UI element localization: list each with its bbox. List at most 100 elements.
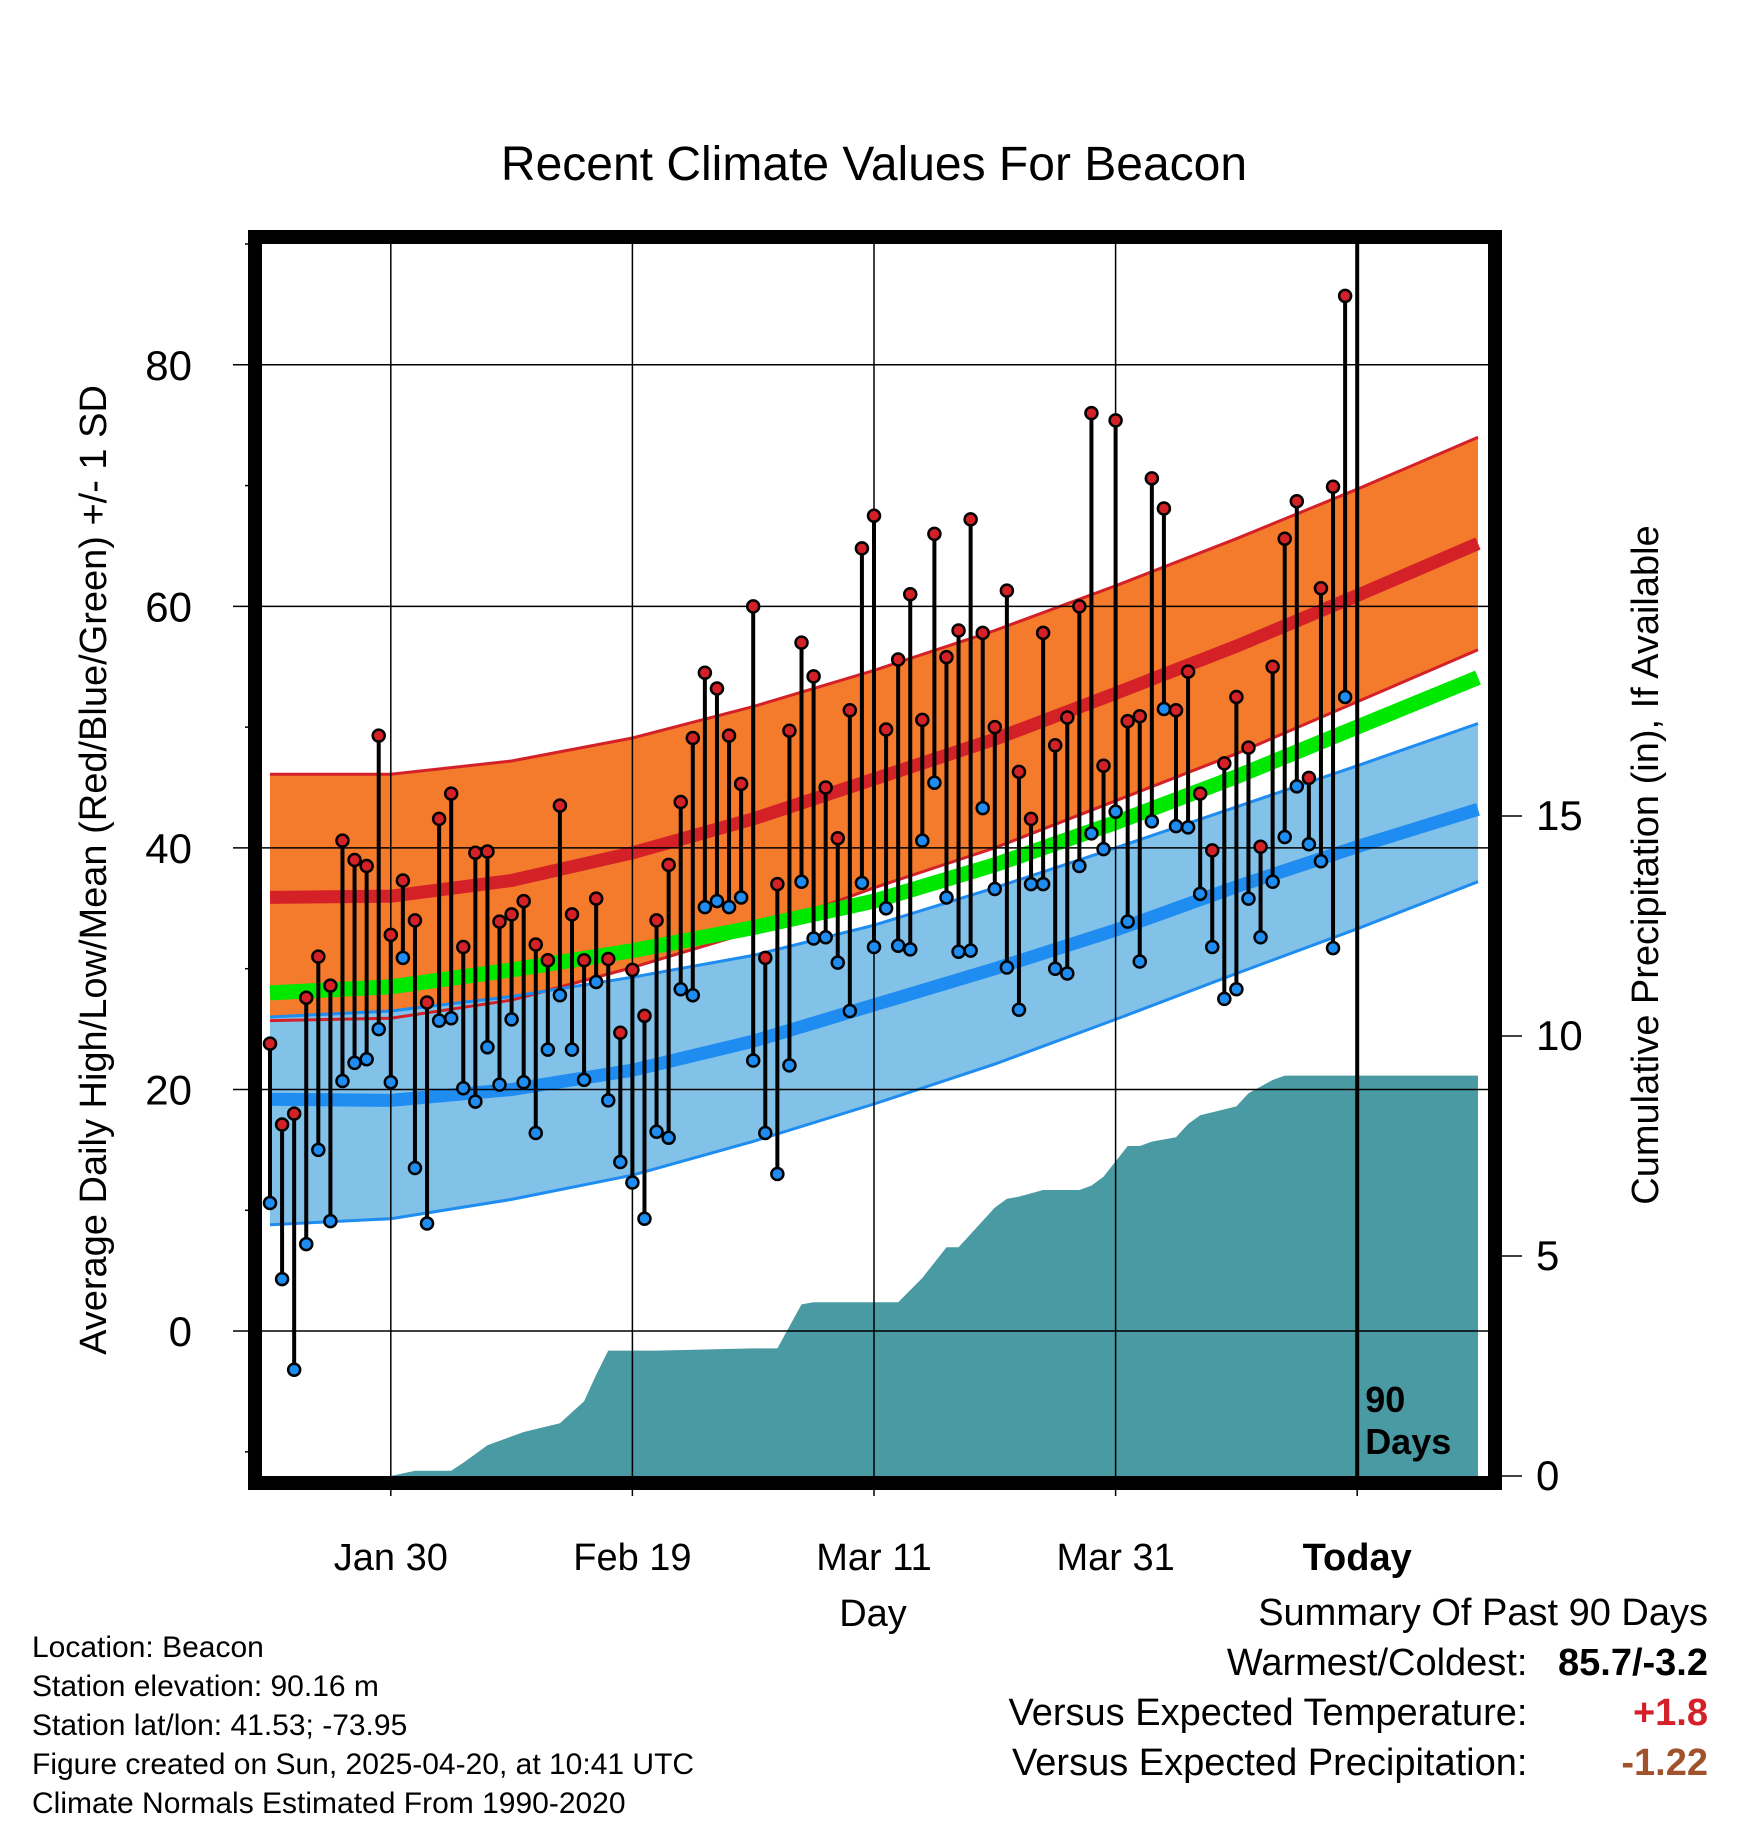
daily-high-point xyxy=(733,776,749,792)
daily-high-point xyxy=(480,844,495,859)
plot-inner: 90 Days xyxy=(262,244,1488,1476)
chart-title: Recent Climate Values For Beacon xyxy=(501,138,1247,191)
daily-high-point xyxy=(975,625,990,641)
precipitation-area xyxy=(390,1075,1478,1476)
daily-high-point xyxy=(963,512,978,527)
daily-low-point xyxy=(673,981,688,997)
daily-high-point xyxy=(830,831,846,846)
daily-low-point xyxy=(1132,954,1148,969)
daily-low-point xyxy=(371,1021,386,1037)
daily-low-point xyxy=(806,931,821,946)
daily-high-point xyxy=(1047,738,1063,753)
daily-high-point xyxy=(842,702,858,718)
daily-low-point xyxy=(1011,1002,1027,1018)
daily-low-point xyxy=(721,899,737,915)
daily-low-point xyxy=(939,890,954,905)
daily-low-point xyxy=(359,1052,374,1067)
y2-tick-label: 15 xyxy=(1536,792,1583,839)
y-tick-label: 0 xyxy=(169,1308,192,1355)
y2-tick-label: 0 xyxy=(1536,1452,1559,1499)
daily-low-point xyxy=(262,1195,278,1211)
daily-high-point xyxy=(516,893,531,909)
daily-high-point xyxy=(794,635,809,650)
daily-low-point xyxy=(1144,814,1160,829)
daily-high-point xyxy=(552,798,568,813)
y2-tick-label: 10 xyxy=(1536,1012,1583,1059)
daily-low-point xyxy=(878,901,894,916)
daily-high-point xyxy=(927,526,942,542)
x-axis-label: Day xyxy=(839,1593,907,1635)
daily-low-point xyxy=(915,833,930,848)
daily-high-point xyxy=(492,914,507,929)
daily-low-point xyxy=(625,1175,640,1190)
daily-low-point xyxy=(1072,858,1087,874)
daily-high-point xyxy=(987,719,1003,735)
daily-low-point xyxy=(468,1094,483,1109)
daily-high-point xyxy=(298,990,314,1005)
daily-high-point xyxy=(1192,786,1208,801)
daily-low-point xyxy=(794,874,809,889)
daily-low-point xyxy=(987,881,1003,897)
daily-high-point xyxy=(915,712,930,728)
daily-high-point xyxy=(649,913,664,928)
daily-high-point xyxy=(1289,494,1305,509)
daily-low-point xyxy=(661,1130,676,1146)
daily-low-point xyxy=(975,800,990,816)
precipitation-value: -1.22 xyxy=(1621,1742,1708,1784)
daily-high-point xyxy=(311,949,326,964)
daily-low-point xyxy=(963,943,978,958)
daily-high-point xyxy=(697,665,713,681)
daily-low-point xyxy=(347,1055,362,1071)
daily-high-point xyxy=(1241,740,1256,755)
daily-low-point xyxy=(890,938,906,954)
y2-axis-label: Cumulative Precipitation (in), If Availa… xyxy=(1625,525,1667,1204)
daily-high-point xyxy=(637,1008,652,1024)
daily-high-point xyxy=(902,587,918,602)
daily-high-point xyxy=(721,728,737,743)
daily-low-point xyxy=(600,1093,616,1108)
daily-high-point xyxy=(866,508,882,524)
temperature-label: Versus Expected Temperature: xyxy=(1008,1692,1528,1734)
daily-low-point xyxy=(274,1271,290,1287)
daily-high-point xyxy=(951,623,966,638)
summary-warmest-coldest: Warmest/Coldest: 85.7/-3.2 xyxy=(1009,1638,1708,1688)
daily-high-point xyxy=(818,780,833,795)
x-tick-label: Jan 30 xyxy=(334,1537,448,1579)
daily-high-point xyxy=(323,978,338,993)
daily-high-point xyxy=(383,927,399,943)
daily-low-point xyxy=(286,1362,302,1377)
info-latlon: Station lat/lon: 41.53; -73.95 xyxy=(32,1709,408,1742)
daily-high-point xyxy=(1253,839,1268,854)
daily-high-point xyxy=(878,722,894,737)
daily-high-point xyxy=(758,950,773,966)
daily-high-point xyxy=(1229,689,1244,705)
x-tick-label: Mar 11 xyxy=(816,1537,931,1579)
daily-high-point xyxy=(673,794,688,810)
daily-high-point xyxy=(1180,664,1196,679)
days-label-word: Days xyxy=(1365,1421,1451,1462)
daily-high-point xyxy=(395,873,411,888)
daily-high-point xyxy=(1011,764,1027,780)
daily-high-point xyxy=(745,599,761,614)
daily-high-point xyxy=(685,730,701,746)
x-tick-label: Feb 19 xyxy=(573,1537,691,1579)
summary-heading: Summary Of Past 90 Days xyxy=(1258,1592,1708,1634)
daily-high-point xyxy=(770,876,785,892)
daily-high-point xyxy=(347,852,362,868)
daily-high-point xyxy=(274,1117,290,1132)
daily-high-point xyxy=(625,962,640,978)
daily-low-point xyxy=(1192,886,1208,902)
daily-high-point xyxy=(468,845,483,861)
daily-low-point xyxy=(1241,891,1256,906)
daily-low-point xyxy=(830,955,846,970)
daily-high-point xyxy=(576,953,592,968)
daily-low-point xyxy=(733,890,749,905)
y-tick-label: 40 xyxy=(145,825,192,872)
summary-panel: Summary Of Past 90 Days Warmest/Coldest:… xyxy=(1009,1588,1708,1788)
daily-high-point xyxy=(504,907,519,922)
summary-precipitation: Versus Expected Precipitation: -1.22 xyxy=(1009,1738,1708,1788)
daily-low-point xyxy=(709,893,725,909)
daily-low-point xyxy=(1313,853,1329,869)
daily-high-point xyxy=(999,583,1015,598)
